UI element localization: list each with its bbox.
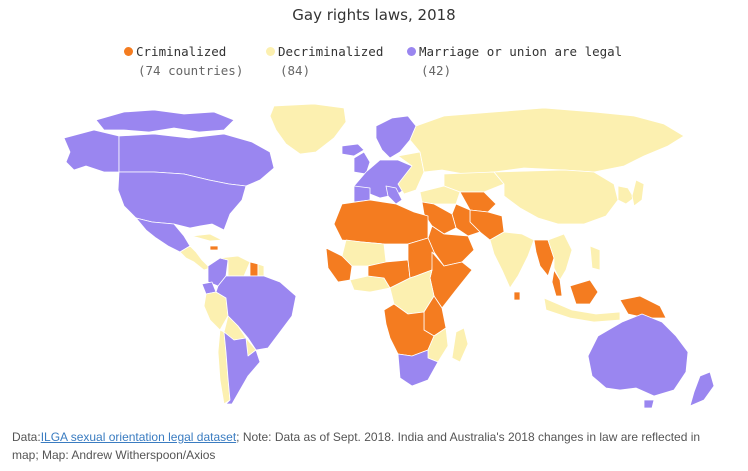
legend-legal-count: (42) <box>421 63 452 78</box>
central-america <box>179 245 211 271</box>
legend-criminalized-count: (74 countries) <box>138 63 244 78</box>
dataset-link[interactable]: ILGA sexual orientation legal dataset <box>40 430 237 444</box>
china-mongolia <box>493 169 619 225</box>
cuba <box>191 233 223 242</box>
sri-lanka <box>513 291 521 301</box>
new-guinea <box>619 295 667 319</box>
southeast-asia <box>547 233 573 281</box>
central-asia <box>459 191 497 213</box>
guyana <box>249 261 259 277</box>
italy-balkans <box>385 185 403 205</box>
legend-decriminalized-label: Decriminalized <box>278 44 384 59</box>
decriminalized-swatch <box>266 47 275 56</box>
tasmania <box>643 399 655 409</box>
legal-swatch <box>407 47 416 56</box>
india <box>489 231 535 289</box>
russia <box>409 107 685 175</box>
australia <box>587 313 689 397</box>
criminalized-swatch <box>124 47 133 56</box>
iceland <box>341 143 365 157</box>
japan <box>631 179 645 207</box>
alaska <box>63 129 120 173</box>
peru <box>203 291 229 331</box>
legend-decriminalized: Decriminalized (84) <box>266 42 383 80</box>
greenland <box>269 103 347 155</box>
suriname <box>257 263 265 277</box>
legend-legal: Marriage or union are legal (42) <box>407 42 622 80</box>
argentina-uruguay <box>223 331 261 405</box>
scandinavia <box>375 115 417 159</box>
new-zealand <box>689 371 715 407</box>
madagascar <box>451 327 469 363</box>
malay-peninsula <box>551 269 563 297</box>
legend-legal-label: Marriage or union are legal <box>419 44 623 59</box>
korea-japan <box>617 185 635 205</box>
iberia <box>353 185 371 203</box>
philippines <box>589 245 601 271</box>
legend-criminalized: Criminalized (74 countries) <box>124 42 243 80</box>
canadian-arctic <box>95 109 235 133</box>
jamaica <box>209 245 219 251</box>
brazil <box>215 275 297 351</box>
map-footer: Data:ILGA sexual orientation legal datas… <box>12 428 727 464</box>
legend-criminalized-label: Criminalized <box>136 44 227 59</box>
borneo <box>569 279 599 305</box>
uk-ireland <box>353 151 371 175</box>
south-africa <box>397 349 439 387</box>
usa <box>117 171 247 231</box>
map-title: Gay rights laws, 2018 <box>292 6 456 24</box>
legend-decriminalized-count: (84) <box>280 63 311 78</box>
footer-note: ; Note: Data as of Sept. 2018. India and… <box>12 430 701 462</box>
world-map <box>63 103 715 409</box>
indonesia <box>543 297 621 323</box>
footer-prefix: Data: <box>12 430 41 444</box>
north-africa <box>333 199 429 245</box>
